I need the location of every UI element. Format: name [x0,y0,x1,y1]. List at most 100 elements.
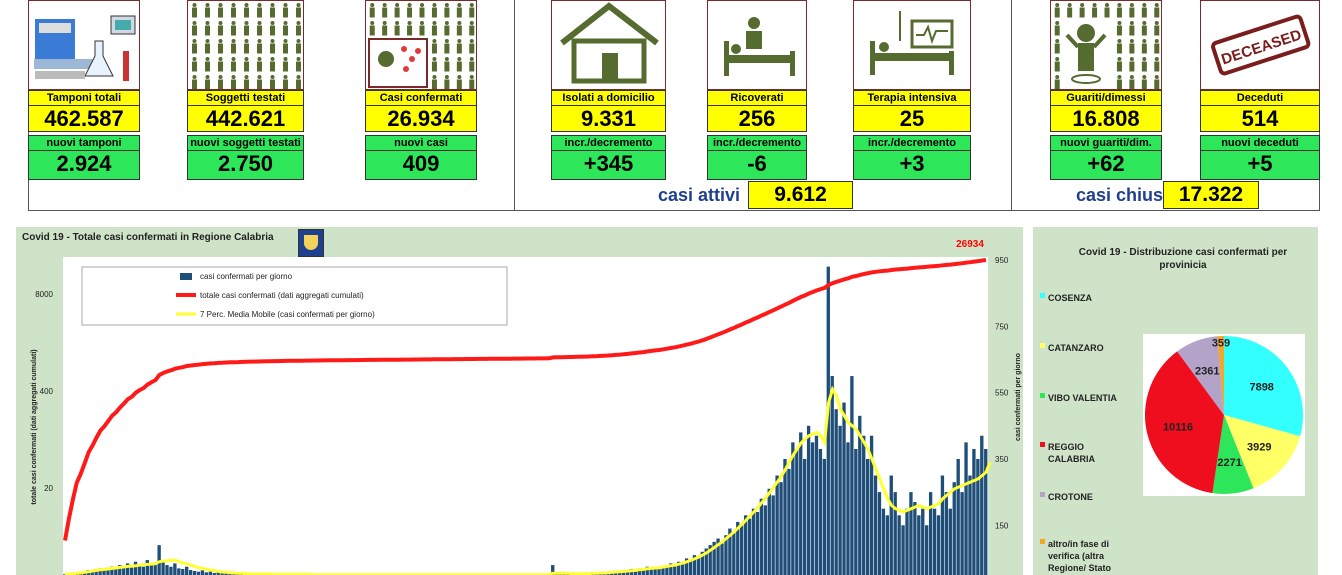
daily-bar [188,570,193,575]
daily-bar [712,541,716,575]
daily-bar [677,561,681,575]
daily-bar [897,515,901,575]
daily-bar [940,475,945,575]
pie-legend-swatch [1040,442,1045,447]
daily-bar [826,266,830,575]
daily-bar [208,571,212,575]
daily-bar [925,525,929,575]
daily-bar [755,512,760,575]
pie-slice [1212,415,1254,495]
stat-label: Casi confermati [365,90,477,106]
daily-bar [905,508,909,575]
pie-legend-swatch [1040,539,1045,544]
daily-bar [708,545,712,575]
daily-bar [795,449,799,575]
main-chart-title: Covid 19 - Totale casi confermati in Reg… [22,232,274,243]
pie-value-label: 2271 [1217,457,1241,469]
daily-bar [818,449,823,575]
daily-bar [157,545,161,575]
stat-value: 26.934 [365,106,477,132]
daily-bar [743,515,748,575]
left-axis-tick: 8000 [35,290,53,299]
daily-bar [216,572,220,575]
left-axis-tick: 400 [40,387,54,396]
daily-bar [185,566,189,575]
daily-bar [842,402,846,575]
daily-bar [779,482,783,575]
daily-bar [196,571,201,575]
stat-sub-label: incr./decremento [551,135,666,151]
daily-bar [680,563,685,575]
daily-bar [102,570,106,575]
daily-bar [980,435,984,575]
pie-legend-swatch [1040,343,1045,348]
daily-bar [720,543,724,575]
daily-bar [984,449,988,575]
stat-sub-label: nuovi tamponi [28,135,140,151]
stat-sub-label: incr./decremento [707,135,807,151]
daily-bar [106,567,110,575]
stat-sub-value: -6 [707,151,807,180]
left-axis-tick: 20 [44,484,53,493]
pie-legend-label: COSENZA [1048,293,1093,303]
stat-value: 256 [707,106,807,132]
daily-bar [854,449,858,575]
stat-label: Tamponi totali [28,90,140,106]
daily-bar [834,409,838,575]
daily-bar [913,502,917,575]
daily-bar [732,531,736,575]
daily-bar [177,568,181,575]
daily-bar [90,571,94,575]
daily-bar [850,376,854,575]
right-axis-tick: 350 [995,455,1009,464]
intensive-care-icon [853,0,971,90]
daily-bar [228,573,232,575]
stat-sub-value: 2.924 [28,151,140,180]
daily-bar [877,492,882,575]
daily-bar [932,508,937,575]
daily-bar [149,563,153,575]
daily-bar [625,571,630,575]
right-axis-tick: 750 [995,322,1009,331]
daily-bar [118,565,122,575]
pie-legend-label: altro/in fase di verifica (altra Regione… [1048,539,1112,573]
daily-bar [767,488,771,575]
daily-bar [944,492,949,575]
pie-legend-label: VIBO VALENTIA [1048,393,1117,403]
daily-bar [114,569,118,575]
daily-bar [846,442,850,575]
pie-value-label: 10116 [1163,421,1193,433]
pie-legend-swatch [1040,393,1045,398]
daily-bar [724,535,728,575]
daily-bar [145,560,149,575]
daily-bar [783,458,787,575]
daily-bar [165,565,169,575]
daily-bar [948,508,952,575]
right-axis-label: casi confermati per giorno [1015,353,1022,441]
stat-value: 9.331 [551,106,666,132]
daily-bar [936,515,941,575]
pie-slice [1224,336,1303,437]
daily-bar [153,565,157,575]
daily-bar [968,475,972,575]
closed-cases-label: casi chiusi [1076,185,1169,205]
recovered-person-icon [1050,0,1162,90]
stat-sub-label: nuovi soggetti testati [187,135,304,151]
left-axis-label: totale casi confermati (dati aggregati c… [31,349,38,504]
stat-sub-label: nuovi deceduti [1200,135,1320,151]
lab-equipment-icon [28,0,140,90]
right-axis-tick: 550 [995,389,1009,398]
daily-bar [775,475,779,575]
daily-bar [633,570,638,575]
daily-bar [803,458,807,575]
daily-bar [885,515,889,575]
daily-bar [224,573,228,575]
stat-sub-label: nuovi casi [365,135,477,151]
daily-bar [814,435,819,575]
legend-key-bars [180,273,192,280]
pie-value-label: 2361 [1195,366,1219,378]
daily-bar [645,566,649,575]
pie-value-label: 359 [1212,337,1230,349]
daily-bar [728,528,732,575]
pie-legend-label: CROTONE [1048,492,1093,502]
